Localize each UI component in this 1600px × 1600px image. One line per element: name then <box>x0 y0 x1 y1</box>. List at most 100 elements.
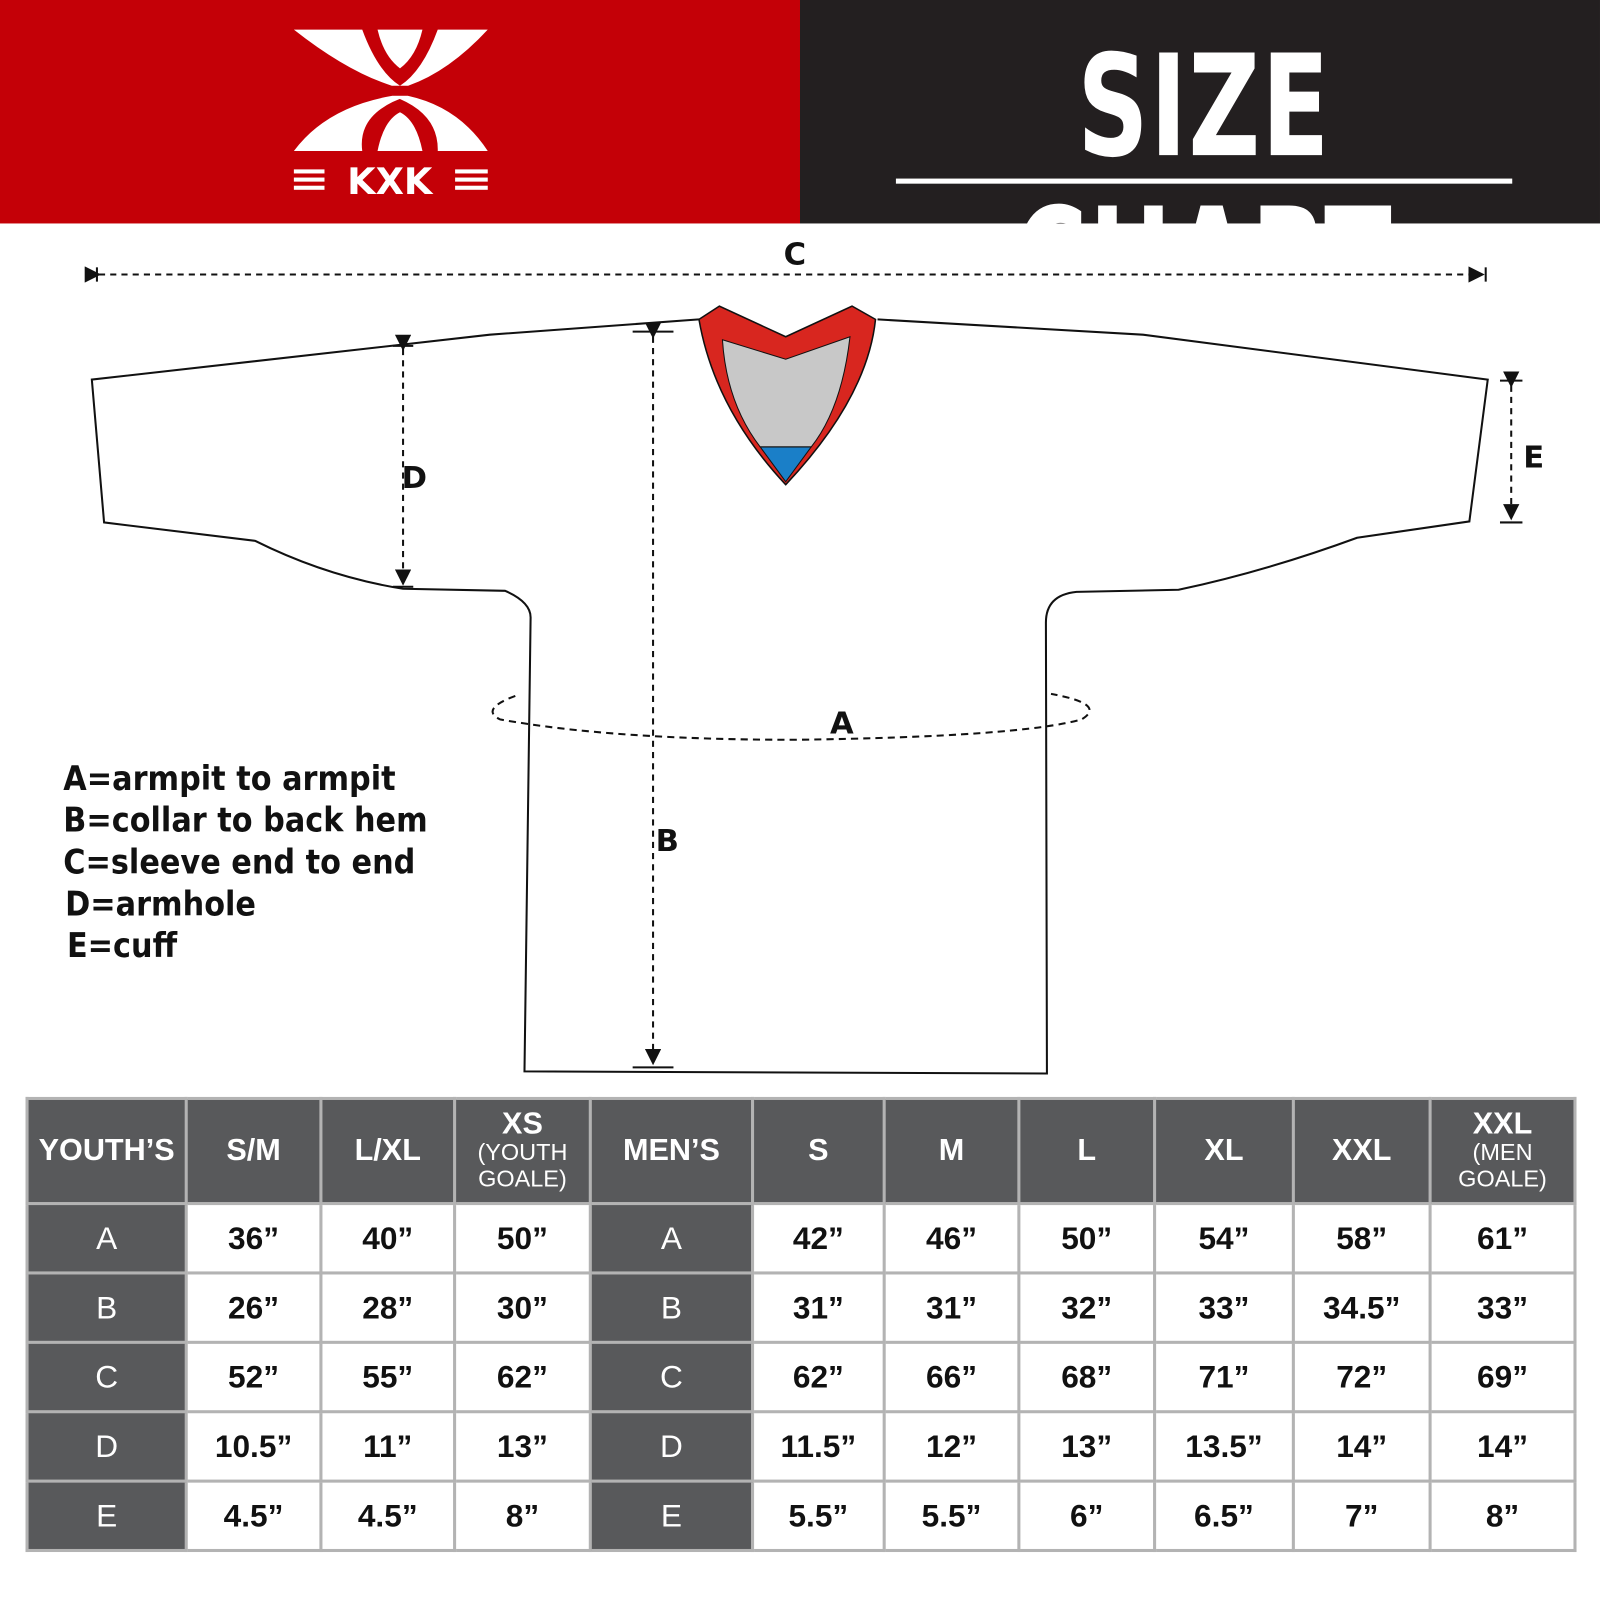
size-value: 62” <box>453 1340 592 1414</box>
size-value: 36” <box>184 1202 323 1275</box>
size-value: 50” <box>1017 1202 1157 1275</box>
header-label: M <box>938 1133 965 1168</box>
column-header: XS (YOUTH GOALE) <box>453 1096 592 1206</box>
size-value: 26” <box>184 1271 323 1344</box>
size-value: 72” <box>1291 1340 1432 1414</box>
size-value: 10.5” <box>184 1410 323 1483</box>
size-table: YOUTH’S S/M L/XL XS (YOUTH GOALE) MEN’S S M L XL X… <box>25 1096 1577 1553</box>
column-header: XXL <box>1291 1096 1432 1206</box>
size-value: 33” <box>1153 1271 1295 1344</box>
size-value: 11.5” <box>751 1410 886 1483</box>
size-value: 6.5” <box>1153 1479 1295 1553</box>
size-value: 61” <box>1428 1202 1577 1275</box>
column-header: YOUTH’S <box>25 1096 188 1206</box>
size-value: 14” <box>1291 1410 1432 1483</box>
legend-item: A=armpit to armpit <box>63 758 396 798</box>
legend-item: D=armhole <box>65 883 256 924</box>
header-label: L/XL <box>354 1133 421 1168</box>
table-row: D 10.5” 11” 13” D 11.5” 12” 13” 13.5” 14” 14” <box>25 1410 1577 1483</box>
title-underline <box>895 178 1513 184</box>
size-value: 12” <box>882 1410 1021 1483</box>
size-value: 8” <box>453 1479 592 1553</box>
measurement-label: D <box>588 1410 755 1483</box>
column-header: M <box>882 1096 1021 1206</box>
column-header: XL <box>1153 1096 1295 1206</box>
size-value: 31” <box>751 1271 886 1344</box>
size-value: 62” <box>751 1340 886 1414</box>
size-value: 4.5” <box>319 1479 457 1553</box>
size-value: 4.5” <box>184 1479 323 1553</box>
size-value: 31” <box>882 1271 1021 1344</box>
size-value: 58” <box>1291 1202 1432 1275</box>
header-sublabel: (YOUTH GOALE) <box>477 1138 568 1192</box>
header-label: XXL <box>1472 1107 1533 1141</box>
size-value: 14” <box>1428 1410 1577 1483</box>
size-value: 66” <box>882 1340 1021 1414</box>
measurement-label: C <box>25 1340 188 1414</box>
header-label: S <box>808 1133 829 1168</box>
brand-banner: KXK <box>0 0 800 224</box>
size-value: 34.5” <box>1291 1271 1432 1344</box>
table-header-row: YOUTH’S S/M L/XL XS (YOUTH GOALE) MEN’S S M L XL X… <box>25 1096 1577 1206</box>
size-value: 40” <box>319 1202 457 1275</box>
legend-item: C=sleeve end to end <box>63 841 416 882</box>
header-label: S/M <box>226 1133 281 1168</box>
label-e: E <box>1523 440 1544 475</box>
size-value: 8” <box>1428 1479 1577 1553</box>
column-header: S/M <box>184 1096 323 1206</box>
legend-item: E=cuff <box>66 925 178 966</box>
header-label: XXL <box>1331 1133 1392 1168</box>
kxk-logo: KXK <box>293 29 488 203</box>
size-value: 54” <box>1153 1202 1295 1275</box>
measurement-label: E <box>588 1479 755 1553</box>
label-c: C <box>784 237 806 272</box>
size-value: 69” <box>1428 1340 1577 1414</box>
page-title: SIZE CHART <box>1014 24 1394 342</box>
header-label: XS <box>502 1107 543 1141</box>
legend-item: B=collar to back hem <box>63 799 428 840</box>
header-label: YOUTH’S <box>38 1133 175 1168</box>
column-header: S <box>751 1096 886 1206</box>
measurement-label: A <box>25 1202 188 1275</box>
title-banner <box>799 0 1600 224</box>
header-label: MEN’S <box>622 1133 720 1168</box>
size-value: 33” <box>1428 1271 1577 1344</box>
size-value: 71” <box>1153 1340 1295 1414</box>
logo-wordmark: KXK <box>347 160 434 203</box>
label-d: D <box>402 461 427 496</box>
size-value: 13” <box>453 1410 592 1483</box>
measurement-label: C <box>588 1340 755 1414</box>
size-value: 13” <box>1017 1410 1157 1483</box>
measurement-label: B <box>588 1271 755 1344</box>
size-value: 11” <box>319 1410 457 1483</box>
column-header: XXL (MEN GOALE) <box>1428 1096 1577 1206</box>
size-value: 13.5” <box>1153 1410 1295 1483</box>
size-value: 5.5” <box>751 1479 886 1553</box>
size-value: 32” <box>1017 1271 1157 1344</box>
table-row: B 26” 28” 30” B 31” 31” 32” 33” 34.5” 33” <box>25 1271 1577 1344</box>
table-row: E 4.5” 4.5” 8” E 5.5” 5.5” 6” 6.5” 7” 8” <box>25 1479 1577 1553</box>
column-header: L/XL <box>319 1096 457 1206</box>
measurement-label: D <box>25 1410 188 1483</box>
jersey-outline <box>90 318 1489 1075</box>
measurement-label: A <box>588 1202 755 1275</box>
size-value: 6” <box>1017 1479 1157 1553</box>
size-value: 28” <box>319 1271 457 1344</box>
size-value: 42” <box>751 1202 886 1275</box>
header-sublabel: (MEN GOALE) <box>1458 1138 1547 1192</box>
table-row: A 36” 40” 50” A 42” 46” 50” 54” 58” 61” <box>25 1202 1577 1275</box>
column-header: L <box>1017 1096 1157 1206</box>
jersey-diagram: C D B E A <box>84 237 1544 1075</box>
column-header: MEN’S <box>588 1096 755 1206</box>
header-label: L <box>1077 1133 1097 1168</box>
size-value: 50” <box>453 1202 592 1275</box>
measurement-label: E <box>25 1479 188 1553</box>
label-a: A <box>830 707 854 742</box>
size-value: 52” <box>184 1340 323 1414</box>
dimension-a <box>491 692 1091 741</box>
label-b: B <box>656 824 679 859</box>
measurement-label: B <box>25 1271 188 1344</box>
size-value: 46” <box>882 1202 1021 1275</box>
size-value: 7” <box>1291 1479 1432 1553</box>
size-value: 68” <box>1017 1340 1157 1414</box>
